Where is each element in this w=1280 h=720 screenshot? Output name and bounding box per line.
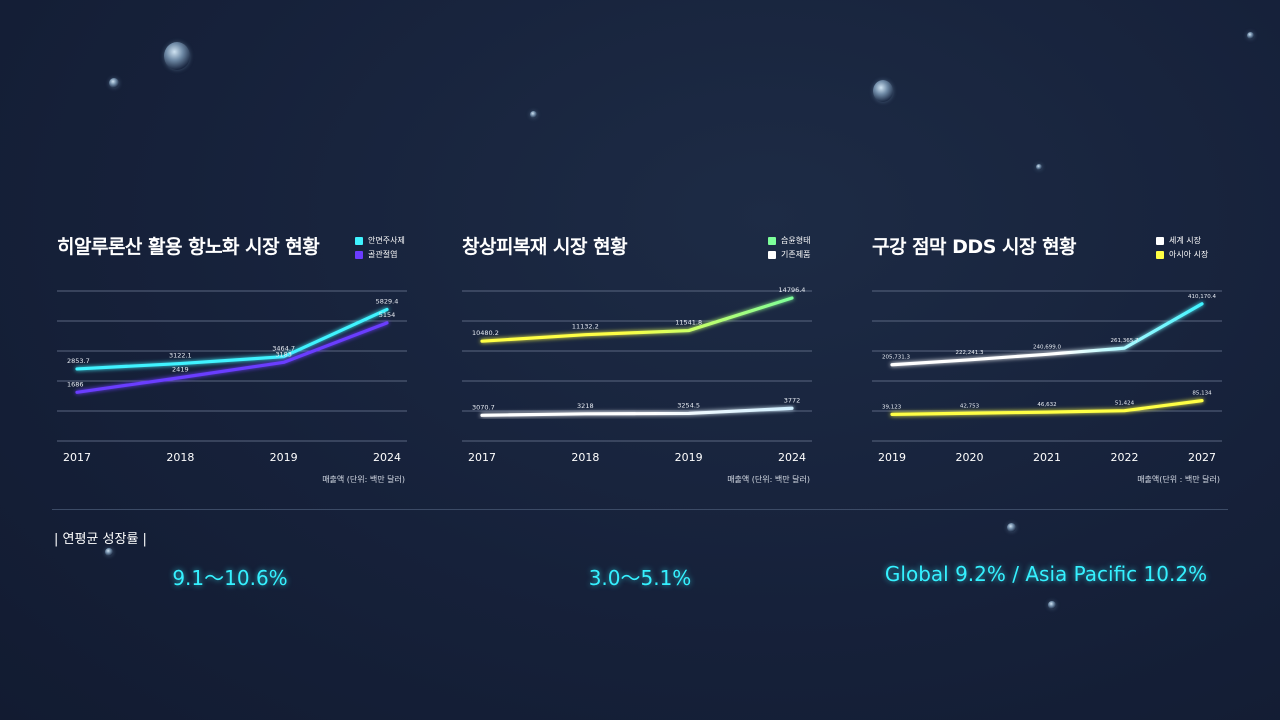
series-line — [480, 406, 794, 417]
legend-label: 기존제품 — [781, 250, 811, 259]
cagr-value-hyaluronic: 9.1～10.6% — [172, 566, 288, 590]
data-label: 240,699.0 — [1033, 344, 1061, 350]
line-chart-wound-dressing: 2017 2018 2019 2024 10480.2 11132.2 11541.8 147… — [462, 286, 812, 464]
data-label: 5829.4 — [376, 297, 399, 305]
water-drop-decoration — [873, 80, 893, 102]
data-label: 42,753 — [960, 403, 980, 409]
series-line — [75, 321, 389, 394]
data-label: 261,365.7 — [1111, 338, 1139, 344]
chart-panel-oral-dds: 구강 점막 DDS 시장 현황 세계 시장 아시아 시장 2019 2020 202… — [872, 220, 1232, 490]
x-tick-label: 2027 — [1188, 451, 1216, 464]
legend-swatch — [768, 251, 776, 259]
legend-swatch — [1156, 251, 1164, 259]
water-drop-decoration — [1007, 523, 1016, 532]
data-label: 222,241.3 — [956, 350, 984, 356]
data-label: 46,632 — [1037, 402, 1056, 408]
x-tick-label: 2019 — [675, 451, 703, 464]
water-drop-decoration — [530, 111, 537, 118]
data-label: 410,170.4 — [1188, 294, 1216, 300]
water-drop-decoration — [1048, 601, 1056, 609]
data-label: 205,731.3 — [882, 355, 910, 361]
cagr-value-wound-dressing: 3.0～5.1% — [588, 566, 692, 590]
section-divider — [52, 509, 1228, 510]
chart-unit-label: 매출액 (단위: 백만 달러) — [322, 475, 405, 484]
chart-legend: 습윤형태 기존제품 — [768, 234, 810, 262]
legend-swatch — [768, 237, 776, 245]
data-label: 10480.2 — [472, 329, 499, 337]
legend-item: 세계 시장 — [1156, 234, 1208, 248]
data-label: 5154 — [379, 311, 396, 319]
legend-item: 아시아 시장 — [1156, 248, 1208, 262]
legend-label: 아시아 시장 — [1169, 250, 1209, 259]
x-tick-label: 2017 — [468, 451, 496, 464]
series-line — [480, 296, 794, 343]
legend-item: 기존제품 — [768, 248, 810, 262]
water-drop-decoration — [164, 42, 190, 70]
data-label: 2419 — [172, 366, 189, 374]
data-label: 1686 — [67, 380, 84, 388]
chart-title: 구강 점막 DDS 시장 현황 — [872, 236, 1077, 258]
data-label: 14796.4 — [779, 286, 806, 294]
chart-panel-wound-dressing: 창상피복재 시장 현황 습윤형태 기존제품 2017 2018 2019 2024 10… — [462, 220, 822, 490]
chart-title: 창상피복재 시장 현황 — [462, 236, 628, 258]
data-label: 3464.7 — [272, 345, 295, 353]
water-drop-decoration — [1247, 32, 1254, 39]
data-label: 3183 — [275, 350, 292, 358]
line-chart-hyaluronic: 2017 2018 2019 2024 2853.7 3122.1 3464.7 5829.4… — [57, 290, 407, 464]
x-tick-label: 2024 — [373, 451, 401, 464]
legend-label: 습윤형태 — [781, 236, 811, 245]
data-label: 39,123 — [882, 404, 902, 410]
legend-item: 안면주사제 — [355, 234, 405, 248]
data-label: 51,424 — [1115, 401, 1135, 407]
water-drop-decoration — [109, 78, 119, 88]
legend-item: 골관절염 — [355, 248, 405, 262]
chart-title: 히알루론산 활용 항노화 시장 현황 — [57, 236, 320, 258]
data-label: 11541.8 — [675, 319, 702, 327]
line-chart-oral-dds: 2019 2020 2021 2022 2027 205,731.3 222,241.3 24… — [872, 290, 1222, 464]
legend-label: 세계 시장 — [1169, 236, 1201, 245]
x-tick-label: 2021 — [1033, 451, 1061, 464]
x-tick-label: 2018 — [166, 451, 194, 464]
cagr-section-title: | 연평균 성장률 | — [54, 532, 147, 547]
x-tick-label: 2022 — [1111, 451, 1139, 464]
legend-swatch — [355, 237, 363, 245]
x-tick-label: 2020 — [956, 451, 984, 464]
data-label: 3070.7 — [472, 403, 495, 411]
x-tick-label: 2019 — [270, 451, 298, 464]
data-label: 11132.2 — [572, 323, 599, 331]
cagr-value-oral-dds: Global 9.2% / Asia Pacific 10.2% — [884, 562, 1208, 586]
legend-item: 습윤형태 — [768, 234, 810, 248]
x-tick-label: 2018 — [571, 451, 599, 464]
data-label: 2853.7 — [67, 357, 90, 365]
legend-swatch — [355, 251, 363, 259]
x-tick-label: 2017 — [63, 451, 91, 464]
chart-panel-hyaluronic: 히알루론산 활용 항노화 시장 현황 안면주사제 골관절염 2017 2018 20… — [57, 220, 417, 490]
series-line — [890, 399, 1204, 416]
chart-legend: 세계 시장 아시아 시장 — [1156, 234, 1208, 262]
data-label: 3218 — [577, 402, 594, 410]
x-tick-label: 2024 — [778, 451, 806, 464]
legend-swatch — [1156, 237, 1164, 245]
legend-label: 골관절염 — [368, 250, 398, 259]
water-drop-decoration — [1036, 164, 1042, 170]
chart-legend: 안면주사제 골관절염 — [355, 234, 405, 262]
x-tick-label: 2019 — [878, 451, 906, 464]
legend-label: 안면주사제 — [368, 236, 405, 245]
data-label: 85,134 — [1192, 391, 1212, 397]
chart-unit-label: 매출액 (단위: 백만 달러) — [727, 475, 810, 484]
data-label: 3122.1 — [169, 352, 192, 360]
series-line — [75, 307, 389, 371]
data-label: 3772 — [784, 396, 801, 404]
data-label: 3254.5 — [677, 401, 700, 409]
chart-unit-label: 매출액(단위 : 백만 달러) — [1137, 475, 1220, 484]
water-drop-decoration — [105, 548, 113, 556]
series-line — [890, 302, 1204, 367]
